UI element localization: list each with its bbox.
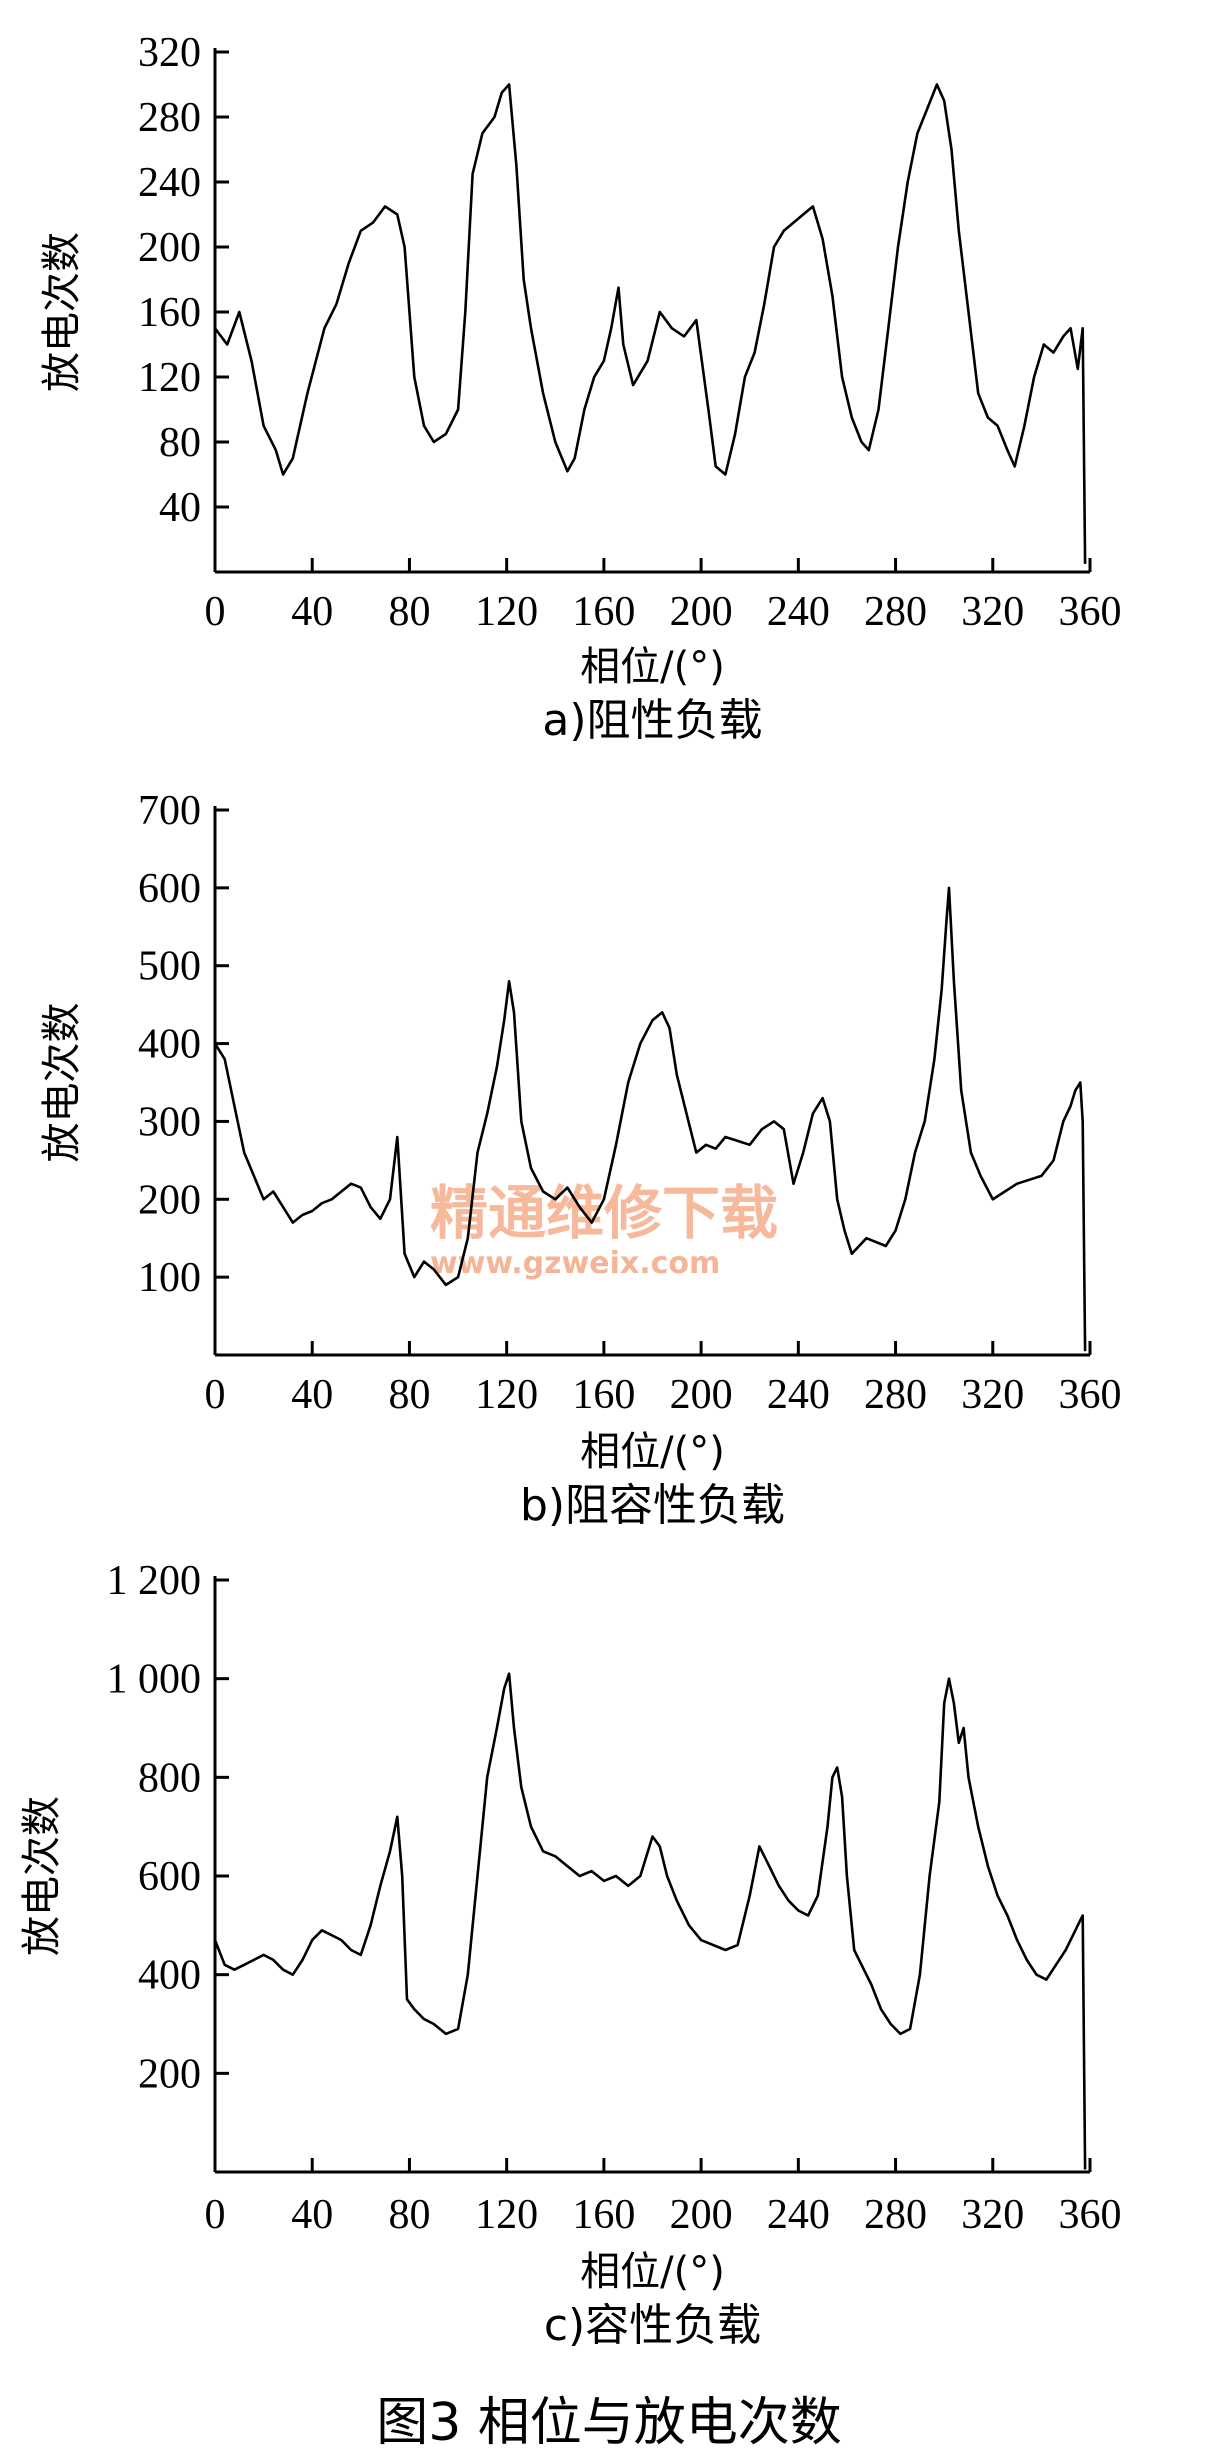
x-tick-label: 0 — [205, 1372, 226, 1418]
x-tick-label: 200 — [670, 2192, 733, 2238]
y-tick-label: 800 — [138, 1755, 201, 1801]
y-tick-label: 200 — [138, 225, 201, 271]
x-tick-label: 240 — [767, 1372, 830, 1418]
chart-caption: a)阻性负载 — [542, 695, 762, 746]
x-tick-label: 320 — [961, 589, 1024, 635]
x-tick-label: 40 — [291, 1372, 333, 1418]
y-tick-label: 1 000 — [107, 1657, 202, 1703]
x-tick-label: 80 — [388, 589, 430, 635]
x-tick-label: 0 — [205, 2192, 226, 2238]
y-axis-label: 放电次数 — [19, 1796, 65, 1956]
x-tick-label: 360 — [1059, 589, 1122, 635]
x-tick-label: 160 — [572, 1372, 635, 1418]
series-line — [213, 886, 1087, 1352]
x-axis-label: 相位/(°) — [580, 644, 725, 690]
x-tick-label: 80 — [388, 1372, 430, 1418]
y-tick-label: 100 — [138, 1255, 201, 1301]
y-tick-label: 600 — [138, 1854, 201, 1900]
y-tick-label: 1 200 — [107, 1558, 202, 1604]
y-tick-label: 320 — [138, 30, 201, 76]
y-tick-label: 240 — [138, 160, 201, 206]
x-tick-label: 40 — [291, 589, 333, 635]
y-tick-label: 300 — [138, 1099, 201, 1145]
x-tick-label: 280 — [864, 1372, 927, 1418]
x-tick-label: 120 — [475, 1372, 538, 1418]
x-tick-label: 0 — [205, 589, 226, 635]
x-tick-label: 200 — [670, 1372, 733, 1418]
series-line — [213, 83, 1087, 564]
x-axis-label: 相位/(°) — [580, 2249, 725, 2295]
figure-caption: 图3 相位与放电次数 — [376, 2393, 842, 2453]
x-tick-label: 240 — [767, 589, 830, 635]
y-tick-label: 700 — [138, 788, 201, 834]
y-tick-label: 40 — [159, 485, 201, 531]
chart-caption: c)容性负载 — [544, 2300, 761, 2351]
chart-a-resistive: 40 80 120 160 200 240 280 320 0 40 80 120 160 200 240 2… — [39, 30, 1122, 746]
y-tick-label: 600 — [138, 866, 201, 912]
x-tick-label: 120 — [475, 589, 538, 635]
x-tick-label: 280 — [864, 2192, 927, 2238]
series-line — [213, 1672, 1087, 2170]
x-tick-label: 320 — [961, 1372, 1024, 1418]
x-tick-label: 80 — [388, 2192, 430, 2238]
x-tick-label: 320 — [961, 2192, 1024, 2238]
y-tick-label: 200 — [138, 2051, 201, 2097]
y-tick-label: 500 — [138, 944, 201, 990]
watermark-text: 精通维修下载 — [430, 1179, 778, 1247]
x-tick-label: 120 — [475, 2192, 538, 2238]
x-tick-label: 40 — [291, 2192, 333, 2238]
x-axis-label: 相位/(°) — [580, 1429, 725, 1475]
chart-c-capacitive: 200 400 600 800 1 000 1 200 0 40 80 120 160 200 240 2… — [19, 1558, 1122, 2351]
y-axis-label: 放电次数 — [39, 232, 85, 392]
y-tick-label: 120 — [138, 355, 201, 401]
y-tick-label: 160 — [138, 290, 201, 336]
x-tick-label: 160 — [572, 2192, 635, 2238]
x-tick-label: 280 — [864, 589, 927, 635]
x-tick-label: 240 — [767, 2192, 830, 2238]
chart-caption: b)阻容性负载 — [520, 1480, 785, 1531]
x-tick-label: 360 — [1059, 1372, 1122, 1418]
x-tick-label: 160 — [572, 589, 635, 635]
y-tick-label: 200 — [138, 1177, 201, 1223]
y-tick-label: 400 — [138, 1022, 201, 1068]
x-tick-label: 200 — [670, 589, 733, 635]
y-axis-label: 放电次数 — [39, 1003, 85, 1163]
watermark-url: www.gzweix.com — [430, 1246, 720, 1281]
x-tick-label: 360 — [1059, 2192, 1122, 2238]
y-tick-label: 80 — [159, 420, 201, 466]
y-tick-label: 280 — [138, 95, 201, 141]
y-tick-label: 400 — [138, 1953, 201, 1999]
chart-b-resistive-capacitive: 100 200 300 400 500 600 700 0 40 80 120 160 200 240 28… — [39, 788, 1122, 1531]
